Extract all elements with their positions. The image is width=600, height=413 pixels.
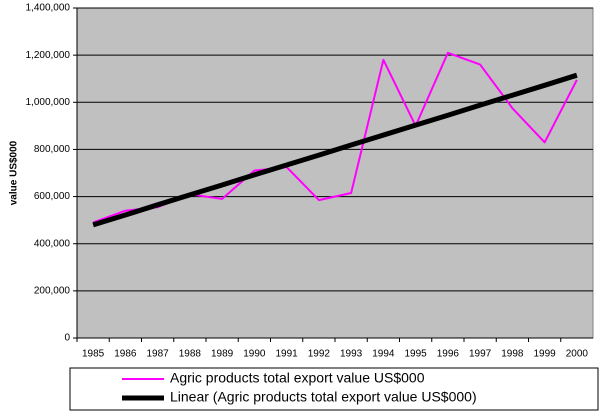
x-tick-label: 1995 xyxy=(405,349,428,360)
x-tick-label: 1987 xyxy=(147,349,170,360)
y-tick-label: 600,000 xyxy=(34,191,71,202)
legend-label: Linear (Agric products total export valu… xyxy=(170,389,477,405)
x-tick-label: 1992 xyxy=(308,349,331,360)
x-tick-label: 1988 xyxy=(179,349,202,360)
x-tick-label: 1991 xyxy=(276,349,299,360)
series-line xyxy=(92,72,578,228)
y-tick-label: 1,200,000 xyxy=(26,50,71,61)
x-tick-label: 1986 xyxy=(114,349,137,360)
y-tick-label: 400,000 xyxy=(34,238,71,249)
x-tick-label: 1989 xyxy=(211,349,234,360)
y-tick-label: 1,400,000 xyxy=(26,3,71,14)
x-tick-label: 1998 xyxy=(501,349,524,360)
legend-box xyxy=(69,367,599,411)
x-tick-label: 1990 xyxy=(243,349,266,360)
plot-area xyxy=(76,7,594,339)
y-tick-label: 1,000,000 xyxy=(26,97,71,108)
y-axis-label: value US$000 xyxy=(9,140,20,205)
x-tick-label: 1994 xyxy=(372,349,395,360)
x-tick-label: 1999 xyxy=(534,349,557,360)
y-tick-label: 800,000 xyxy=(34,144,71,155)
y-tick-label: 200,000 xyxy=(34,285,71,296)
x-tick-label: 1993 xyxy=(340,349,363,360)
x-tick-label: 1996 xyxy=(437,349,460,360)
y-tick-label: 0 xyxy=(64,333,70,344)
x-tick-label: 1985 xyxy=(82,349,105,360)
x-tick-label: 1997 xyxy=(469,349,492,360)
x-tick-label: 2000 xyxy=(566,349,589,360)
legend-label: Agric products total export value US$000 xyxy=(170,370,425,386)
